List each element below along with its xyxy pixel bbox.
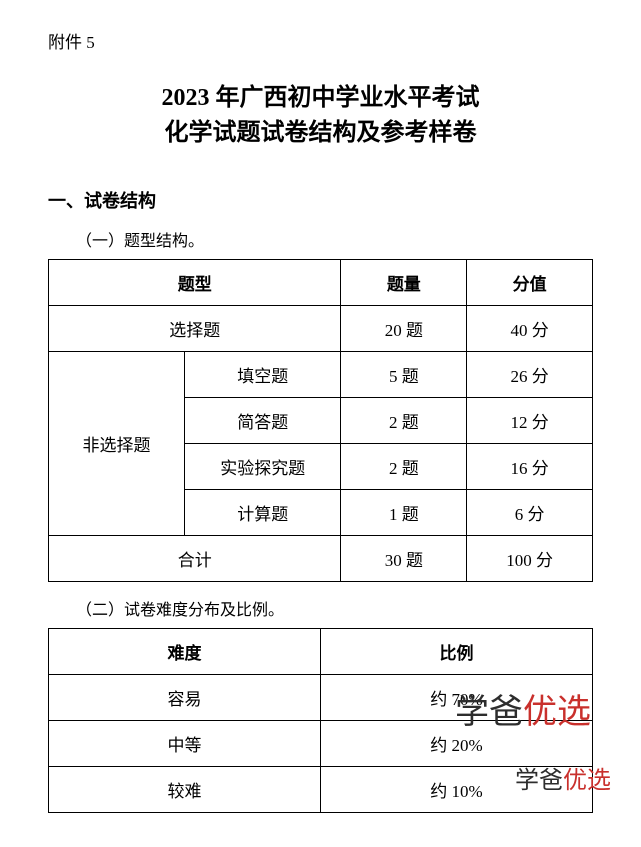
table-row: 容易 约 70% (49, 674, 593, 720)
difficulty-table: 难度 比例 容易 约 70% 中等 约 20% 较难 约 10% (48, 628, 593, 813)
row-choice-label: 选择题 (49, 305, 341, 351)
header-difficulty: 难度 (49, 628, 321, 674)
header-qty: 题量 (341, 259, 467, 305)
question-type-table: 题型 题量 分值 选择题 20 题 40 分 非选择题 填空题 5 题 26 分… (48, 259, 593, 582)
row-ratio: 约 10% (321, 766, 593, 812)
row-ratio: 约 70% (321, 674, 593, 720)
row-score: 12 分 (467, 397, 593, 443)
row-difficulty: 容易 (49, 674, 321, 720)
row-difficulty: 中等 (49, 720, 321, 766)
non-choice-label: 非选择题 (49, 351, 185, 535)
title-line-2: 化学试题试卷结构及参考样卷 (165, 120, 477, 146)
sub-heading-1: （一）题型结构。 (48, 227, 593, 251)
row-ratio: 约 20% (321, 720, 593, 766)
header-score: 分值 (467, 259, 593, 305)
table-row: 非选择题 填空题 5 题 26 分 (49, 351, 593, 397)
table-row: 难度 比例 (49, 628, 593, 674)
header-ratio: 比例 (321, 628, 593, 674)
row-label: 填空题 (185, 351, 341, 397)
row-score: 6 分 (467, 489, 593, 535)
table-row: 题型 题量 分值 (49, 259, 593, 305)
row-label: 计算题 (185, 489, 341, 535)
total-label: 合计 (49, 535, 341, 581)
row-label: 简答题 (185, 397, 341, 443)
row-qty: 2 题 (341, 397, 467, 443)
row-score: 16 分 (467, 443, 593, 489)
row-qty: 2 题 (341, 443, 467, 489)
document-title: 2023 年广西初中学业水平考试 化学试题试卷结构及参考样卷 (48, 81, 593, 151)
row-choice-score: 40 分 (467, 305, 593, 351)
row-score: 26 分 (467, 351, 593, 397)
row-choice-qty: 20 题 (341, 305, 467, 351)
table-row: 选择题 20 题 40 分 (49, 305, 593, 351)
row-label: 实验探究题 (185, 443, 341, 489)
row-qty: 1 题 (341, 489, 467, 535)
section-1-heading: 一、试卷结构 (48, 187, 593, 213)
total-qty: 30 题 (341, 535, 467, 581)
row-qty: 5 题 (341, 351, 467, 397)
title-line-1: 2023 年广西初中学业水平考试 (162, 85, 480, 111)
total-score: 100 分 (467, 535, 593, 581)
header-type: 题型 (49, 259, 341, 305)
attachment-label: 附件 5 (48, 28, 593, 53)
table-row: 中等 约 20% (49, 720, 593, 766)
sub-heading-2: （二）试卷难度分布及比例。 (48, 596, 593, 620)
page-root: 附件 5 2023 年广西初中学业水平考试 化学试题试卷结构及参考样卷 一、试卷… (0, 0, 641, 847)
table-row: 合计 30 题 100 分 (49, 535, 593, 581)
table-row: 较难 约 10% (49, 766, 593, 812)
row-difficulty: 较难 (49, 766, 321, 812)
